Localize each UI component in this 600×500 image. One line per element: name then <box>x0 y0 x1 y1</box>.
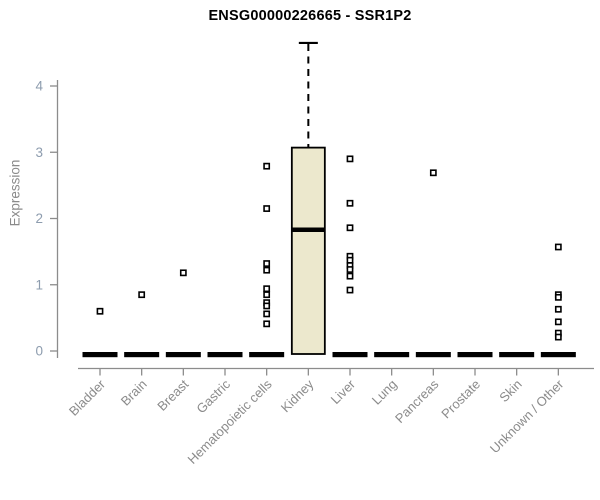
outlier-point <box>554 243 562 251</box>
boxplot-pancreas <box>415 169 451 358</box>
boxplot-kidney <box>290 41 326 355</box>
y-tick-label: 2 <box>35 211 43 226</box>
outlier-point <box>346 266 354 273</box>
outlier-point <box>346 272 354 280</box>
outlier-point <box>263 162 271 170</box>
outlier-point <box>263 310 271 318</box>
outlier-point <box>138 291 146 299</box>
outlier-point <box>554 293 562 301</box>
outlier-point <box>263 205 271 212</box>
median-bar <box>374 352 410 358</box>
boxplot-unknown-other <box>540 243 576 358</box>
outlier-point <box>346 199 354 207</box>
y-tick-label: 1 <box>35 277 43 292</box>
x-category-label: Kidney <box>278 376 317 415</box>
boxplot-skin <box>499 352 535 358</box>
median-bar <box>249 352 285 358</box>
outlier-point <box>96 307 104 315</box>
outlier-point <box>346 224 354 232</box>
x-category-label: Pancreas <box>392 376 442 426</box>
outlier-point <box>179 269 187 277</box>
outlier-point <box>263 260 271 267</box>
boxplot-bladder <box>82 307 118 358</box>
outlier-point <box>263 291 271 299</box>
x-category-label: Brain <box>118 377 150 409</box>
median-bar <box>457 352 493 358</box>
x-category-label: Skin <box>496 377 524 405</box>
boxplot-breast <box>165 269 201 358</box>
y-tick-label: 3 <box>35 145 43 160</box>
boxplot-gastric <box>207 352 243 358</box>
x-category-label: Gastric <box>193 376 233 416</box>
chart-title: ENSG00000226665 - SSR1P2 <box>208 8 412 24</box>
box <box>290 146 326 355</box>
outlier-point <box>263 285 271 293</box>
boxplot-lung <box>374 352 410 358</box>
median-bar <box>165 352 201 358</box>
boxplot-brain <box>124 291 160 358</box>
median-bar <box>415 352 451 358</box>
median-bar <box>540 352 576 358</box>
outlier-point <box>554 318 562 326</box>
outlier-point <box>346 256 354 264</box>
outlier-point <box>263 302 271 310</box>
boxplot-hematopoietic-cells <box>249 162 285 358</box>
x-category-label: Lung <box>369 377 400 408</box>
median-bar <box>499 352 535 358</box>
y-tick-label: 4 <box>35 79 43 94</box>
outlier-point <box>263 266 271 274</box>
outlier-point <box>346 286 354 294</box>
outlier-point <box>429 169 437 177</box>
x-category-label: Breast <box>154 376 191 413</box>
outlier-point <box>263 320 271 328</box>
x-category-label: Unknown / Other <box>487 376 567 456</box>
boxplot-liver <box>332 155 368 358</box>
x-category-label: Bladder <box>66 376 109 419</box>
x-category-label: Prostate <box>438 377 483 422</box>
median-bar <box>207 352 243 358</box>
outlier-point <box>346 155 354 163</box>
median-bar <box>124 352 160 358</box>
outlier-point <box>554 333 562 341</box>
y-tick-label: 0 <box>35 344 43 359</box>
median-bar <box>332 352 368 358</box>
x-category-label: Liver <box>328 376 359 407</box>
median-bar <box>82 352 118 358</box>
boxplot-prostate <box>457 352 493 358</box>
outlier-point <box>554 305 562 313</box>
